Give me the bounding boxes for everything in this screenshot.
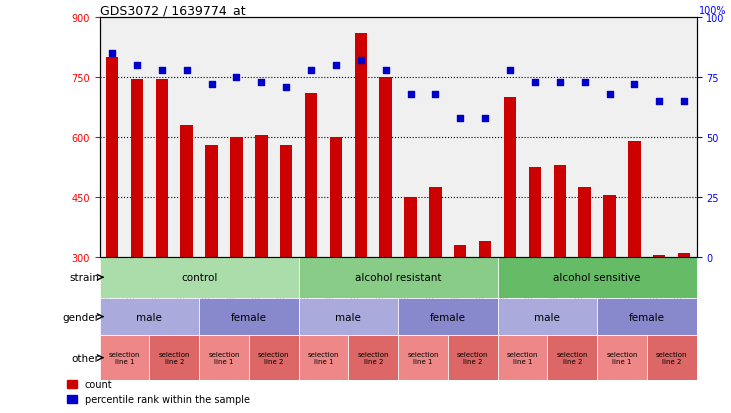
Point (405, 91, 417, 98)
FancyBboxPatch shape (498, 257, 697, 298)
FancyBboxPatch shape (647, 336, 697, 380)
Text: selection
line 1: selection line 1 (407, 351, 439, 364)
Text: 100%: 100% (700, 5, 727, 16)
Text: selection
line 2: selection line 2 (159, 351, 190, 364)
Text: selection
line 2: selection line 2 (656, 351, 687, 364)
FancyBboxPatch shape (99, 336, 149, 380)
Bar (603, 195, 616, 257)
Point (306, 68, 317, 74)
Text: female: female (231, 312, 267, 322)
Text: selection
line 2: selection line 2 (457, 351, 488, 364)
Point (280, 84, 292, 91)
Legend: count, percentile rank within the sample: count, percentile rank within the sample (64, 375, 254, 408)
FancyBboxPatch shape (99, 298, 199, 336)
FancyBboxPatch shape (299, 298, 398, 336)
Bar (504, 98, 516, 257)
FancyBboxPatch shape (498, 336, 548, 380)
Text: control: control (181, 273, 217, 282)
Point (455, 115, 466, 122)
Bar (379, 78, 392, 257)
Text: strain: strain (69, 273, 99, 282)
Text: male: male (336, 312, 361, 322)
Point (504, 68, 516, 74)
Bar (553, 166, 566, 257)
Bar (479, 241, 491, 257)
Point (604, 91, 616, 98)
Bar (330, 138, 342, 257)
Point (380, 68, 392, 74)
Text: selection
line 1: selection line 1 (109, 351, 140, 364)
Text: female: female (629, 312, 664, 322)
Point (678, 99, 690, 105)
Bar (131, 80, 143, 257)
Point (554, 79, 566, 86)
Bar (628, 142, 640, 257)
Point (579, 79, 591, 86)
FancyBboxPatch shape (149, 336, 199, 380)
Bar (529, 168, 541, 257)
FancyBboxPatch shape (498, 298, 597, 336)
Point (430, 91, 442, 98)
FancyBboxPatch shape (199, 336, 249, 380)
Point (156, 68, 167, 74)
Bar (230, 138, 243, 257)
FancyBboxPatch shape (398, 298, 498, 336)
Text: selection
line 2: selection line 2 (556, 351, 588, 364)
Text: alcohol resistant: alcohol resistant (355, 273, 442, 282)
Text: GDS3072 / 1639774_at: GDS3072 / 1639774_at (99, 4, 246, 17)
Point (131, 63, 143, 69)
Point (230, 75, 242, 81)
Point (480, 115, 491, 122)
Text: selection
line 1: selection line 1 (606, 351, 637, 364)
Bar (404, 197, 417, 257)
Bar (678, 253, 690, 257)
Bar (106, 58, 118, 257)
Text: alcohol sensitive: alcohol sensitive (553, 273, 641, 282)
FancyBboxPatch shape (249, 336, 299, 380)
Bar (578, 188, 591, 257)
Text: selection
line 1: selection line 1 (507, 351, 538, 364)
Text: male: male (534, 312, 560, 322)
Text: selection
line 1: selection line 1 (308, 351, 339, 364)
FancyBboxPatch shape (299, 336, 349, 380)
Bar (156, 80, 168, 257)
FancyBboxPatch shape (448, 336, 498, 380)
Text: gender: gender (63, 312, 99, 322)
Point (355, 58, 367, 64)
Text: other: other (72, 353, 99, 363)
FancyBboxPatch shape (99, 257, 299, 298)
FancyBboxPatch shape (299, 257, 498, 298)
Text: selection
line 1: selection line 1 (208, 351, 240, 364)
FancyBboxPatch shape (597, 336, 647, 380)
Bar (280, 146, 292, 257)
Bar (205, 146, 218, 257)
FancyBboxPatch shape (199, 298, 299, 336)
Point (629, 82, 640, 88)
Point (654, 99, 665, 105)
Point (330, 63, 342, 69)
Text: selection
line 2: selection line 2 (357, 351, 389, 364)
FancyBboxPatch shape (597, 298, 697, 336)
Bar (653, 255, 665, 257)
Bar (429, 188, 442, 257)
Bar (454, 245, 466, 257)
Point (205, 82, 217, 88)
Point (106, 51, 118, 57)
Text: male: male (137, 312, 162, 322)
FancyBboxPatch shape (548, 336, 597, 380)
FancyBboxPatch shape (349, 336, 398, 380)
Bar (255, 136, 268, 257)
Text: female: female (430, 312, 466, 322)
Bar (305, 94, 317, 257)
Point (181, 68, 192, 74)
Point (255, 79, 267, 86)
Bar (355, 34, 367, 257)
Point (529, 79, 541, 86)
FancyBboxPatch shape (398, 336, 448, 380)
Text: selection
line 2: selection line 2 (258, 351, 289, 364)
Bar (181, 126, 193, 257)
